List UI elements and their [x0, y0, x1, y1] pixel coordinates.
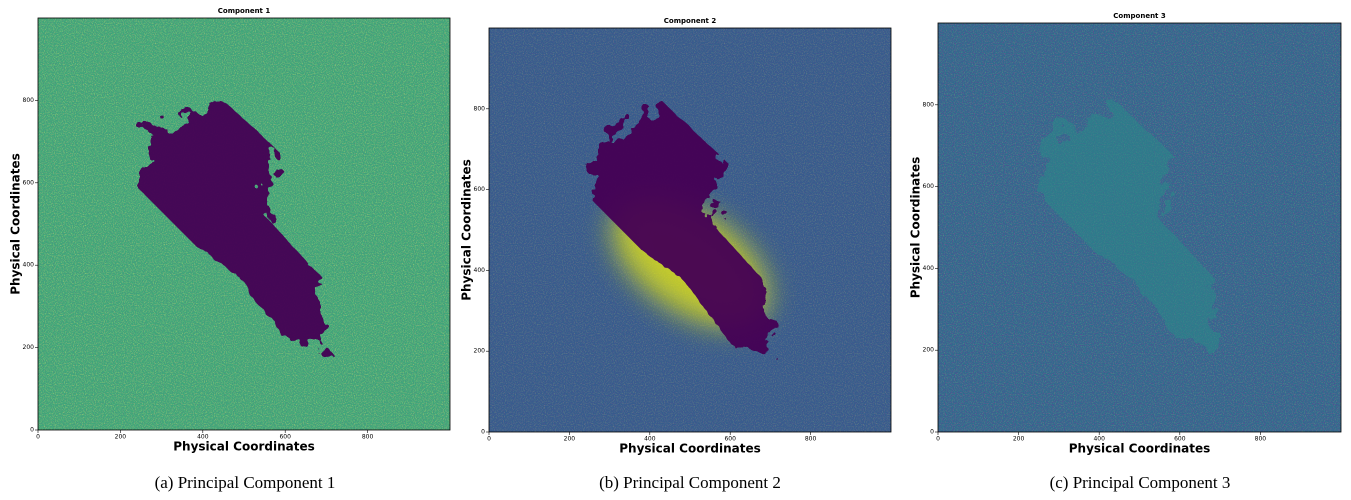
y-axis-label: Physical Coordinates — [460, 159, 474, 301]
y-tick-label: 800 — [923, 101, 935, 108]
y-tick-label: 400 — [474, 267, 486, 274]
panel-title: Component 2 — [664, 17, 717, 25]
y-axis-label: Physical Coordinates — [9, 153, 23, 295]
x-tick-label: 800 — [1255, 436, 1267, 443]
x-tick-label: 200 — [564, 436, 576, 443]
x-tick-label: 800 — [805, 436, 817, 443]
x-tick-label: 200 — [1013, 436, 1025, 443]
caption: (c) Principal Component 3 — [1050, 473, 1231, 492]
x-axis-label: Physical Coordinates — [173, 440, 315, 454]
caption: (b) Principal Component 2 — [599, 473, 781, 492]
y-tick-label: 0 — [481, 429, 485, 436]
y-tick-label: 200 — [474, 348, 486, 355]
x-tick-label: 0 — [487, 436, 491, 443]
panel-title: Component 1 — [218, 7, 271, 15]
y-tick-label: 200 — [923, 347, 935, 354]
x-tick-label: 0 — [936, 436, 940, 443]
x-axis-label: Physical Coordinates — [619, 442, 761, 456]
x-axis-label: Physical Coordinates — [1069, 442, 1211, 456]
y-tick-label: 800 — [474, 105, 486, 112]
y-tick-label: 600 — [923, 183, 935, 190]
y-tick-label: 0 — [930, 429, 934, 436]
y-tick-label: 200 — [23, 344, 35, 351]
x-tick-label: 0 — [36, 434, 40, 441]
caption: (a) Principal Component 1 — [155, 473, 336, 492]
x-tick-label: 800 — [362, 434, 374, 441]
y-tick-label: 0 — [30, 427, 34, 434]
y-tick-label: 600 — [474, 186, 486, 193]
y-tick-label: 600 — [23, 179, 35, 186]
x-tick-label: 200 — [115, 434, 127, 441]
figure: Component 1 0 200 400 600 800 0 200 400 600 800 Phy… — [0, 0, 1351, 500]
y-tick-label: 400 — [923, 265, 935, 272]
y-tick-label: 800 — [23, 97, 35, 104]
panel-title: Component 3 — [1113, 12, 1166, 20]
y-tick-label: 400 — [23, 262, 35, 269]
y-axis-label: Physical Coordinates — [909, 157, 923, 299]
